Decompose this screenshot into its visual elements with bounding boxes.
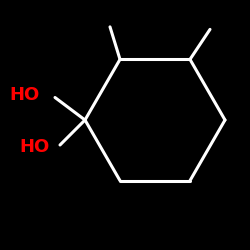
Text: HO: HO	[10, 86, 40, 104]
Text: HO: HO	[20, 138, 50, 156]
